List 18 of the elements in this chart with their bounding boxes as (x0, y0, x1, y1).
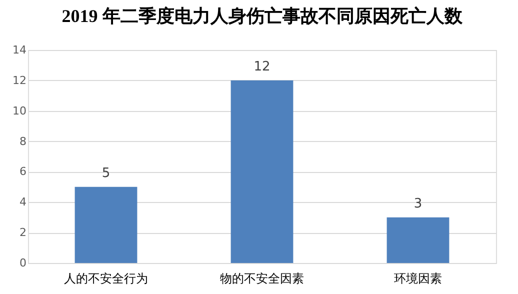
chart-title: 2019 年二季度电力人身伤亡事故不同原因死亡人数 (62, 6, 464, 26)
x-tick-label: 物的不安全因素 (220, 272, 304, 286)
y-tick-label: 12 (12, 74, 26, 87)
data-label: 12 (254, 59, 270, 74)
y-tick-label: 2 (20, 226, 26, 240)
data-label: 3 (414, 196, 422, 212)
bar (74, 186, 138, 263)
x-tick-label: 环境因素 (394, 272, 442, 286)
data-label: 5 (102, 166, 110, 181)
y-tick-label: 4 (20, 196, 26, 209)
y-tick-label: 8 (20, 134, 26, 148)
x-tick-label: 人的不安全行为 (64, 272, 148, 286)
y-tick-label: 0 (20, 256, 26, 270)
y-tick-label: 10 (12, 104, 26, 118)
y-tick-label: 14 (12, 44, 26, 56)
bar (230, 80, 294, 263)
y-tick-label: 6 (20, 165, 26, 178)
bar (386, 217, 450, 263)
